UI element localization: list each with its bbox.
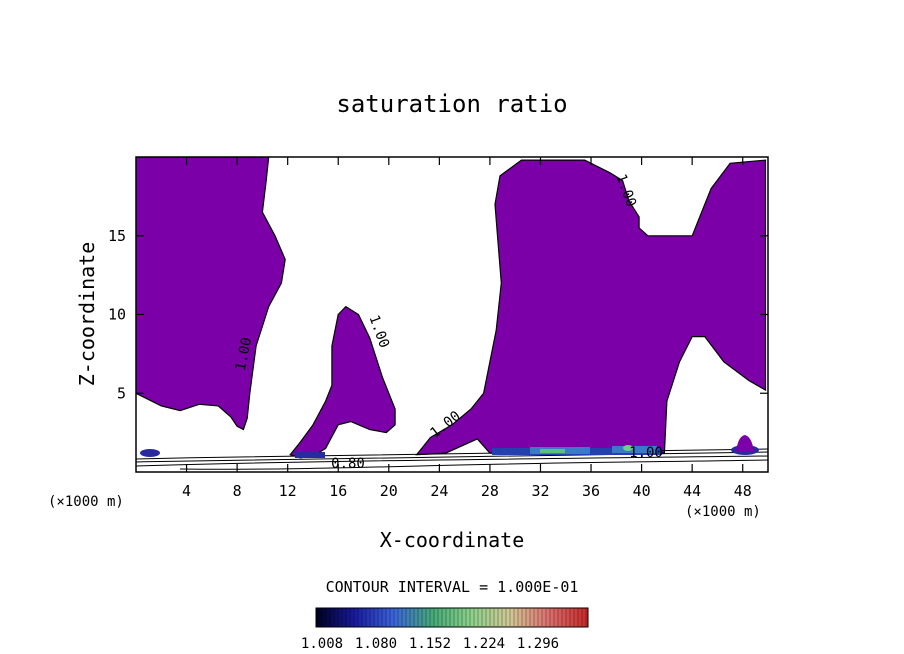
filled-contour-layer [136,157,767,459]
x-tick-label: 40 [633,482,651,500]
chart-title: saturation ratio [336,90,567,118]
y-tick-label: 5 [117,384,126,402]
x-axis-label: X-coordinate [380,528,525,552]
surface-contour-line [136,455,768,467]
colorbar-stripes [317,609,587,626]
surface-blob [295,452,325,458]
colorbar-tick-label: 1.296 [517,636,559,652]
x-axis-ticks: 4 8 12 16 20 24 28 32 36 40 44 48 [182,157,752,500]
y-tick-label: 10 [108,306,126,324]
surface-blob [540,449,565,453]
colorbar-tick-label: 1.008 [301,636,343,652]
surface-blob [612,446,657,453]
colorbar-tick-label: 1.224 [463,636,505,652]
colorbar-ticks: 1.008 1.080 1.152 1.224 1.296 [301,636,559,652]
middle-supersaturated-region [289,305,396,459]
y-axis-ticks: 5 10 15 [108,227,768,402]
surface-contour-line [179,459,768,470]
surface-blob [623,445,633,451]
right-supersaturated-region [415,159,767,456]
y-axis-label: Z-coordinate [75,242,99,387]
x-tick-label: 32 [531,482,549,500]
surface-blob [736,435,754,452]
x-tick-label: 8 [233,482,242,500]
x-tick-label: 28 [481,482,499,500]
contour-label: 1.00 [233,336,256,372]
contour-label: 0.80 [331,456,365,472]
x-unit-right: (×1000 m) [685,504,761,520]
x-tick-label: 12 [279,482,297,500]
x-unit-left: (×1000 m) [48,494,124,510]
x-tick-label: 4 [182,482,191,500]
contour-label: 1.00 [629,445,663,461]
contour-interval-text: CONTOUR INTERVAL = 1.000E-01 [326,578,579,596]
y-tick-label: 15 [108,227,126,245]
colorbar [315,607,589,628]
x-tick-label: 16 [329,482,347,500]
colorbar-tick-label: 1.080 [355,636,397,652]
x-tick-label: 24 [430,482,448,500]
x-tick-label: 48 [734,482,752,500]
colorbar-tick-label: 1.152 [409,636,451,652]
x-tick-label: 36 [582,482,600,500]
x-tick-label: 44 [683,482,701,500]
left-supersaturated-region [136,157,286,431]
x-tick-label: 20 [380,482,398,500]
surface-blob [140,449,160,457]
